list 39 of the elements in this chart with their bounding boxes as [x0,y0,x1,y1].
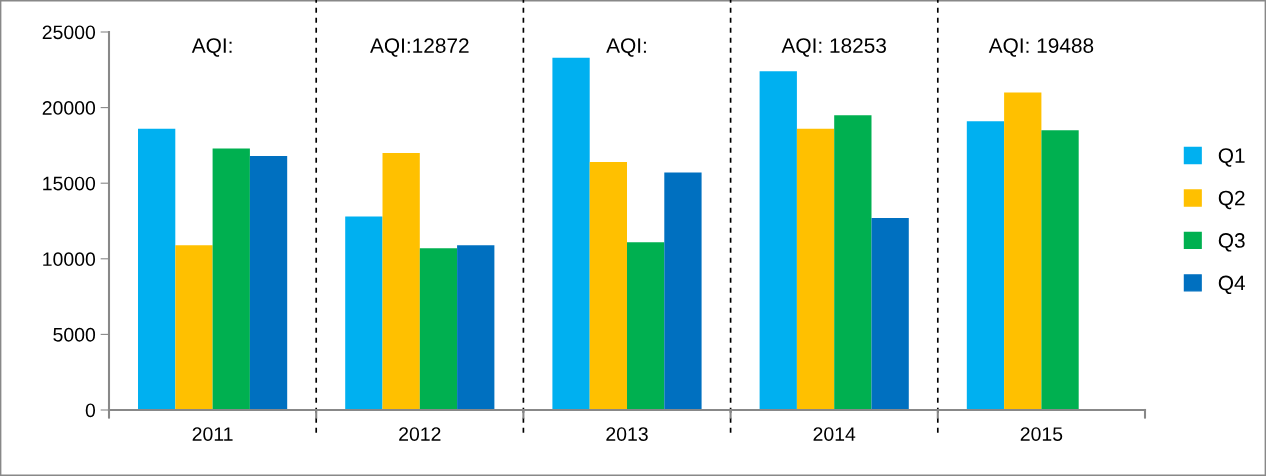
x-tick-label: 2011 [192,427,233,441]
y-tick-label: 25000 [42,25,96,40]
x-tick-label: 2012 [399,427,441,441]
bar [871,217,909,410]
bar [345,216,383,410]
bar [589,162,627,410]
bar [138,128,176,410]
y-tick-label: 0 [85,403,96,418]
bar [664,172,702,410]
bar [796,128,835,410]
bar [457,245,495,410]
annotation: AQI: [606,38,646,57]
annotation: AQI: 19488 [988,38,1094,57]
legend-label: Q1 [1218,148,1245,167]
legend-label: Q4 [1218,275,1245,295]
x-tick-label: 2014 [813,427,856,441]
bar [627,242,665,410]
y-tick-label: 15000 [43,176,96,191]
annotation: AQI:12872 [370,38,469,57]
y-tick-label: 10000 [43,252,96,267]
y-tick-label: 20000 [42,101,96,115]
y-tick-label: 5000 [53,327,96,342]
bar [759,71,797,410]
bar [1041,130,1079,410]
bar [175,245,213,410]
annotation: AQI: 18253 [781,38,886,57]
bar [552,57,590,410]
bar [966,121,1005,410]
bar [382,152,420,410]
legend-label: Q3 [1218,233,1245,252]
bar [419,248,458,410]
bar [1004,92,1042,410]
x-tick-label: 2013 [606,427,648,441]
bar [249,155,288,410]
legend-label: Q2 [1218,190,1245,210]
bar [212,148,250,410]
x-tick-label: 2015 [1020,427,1063,441]
annotation: AQI: [191,38,232,57]
bar [834,115,872,410]
